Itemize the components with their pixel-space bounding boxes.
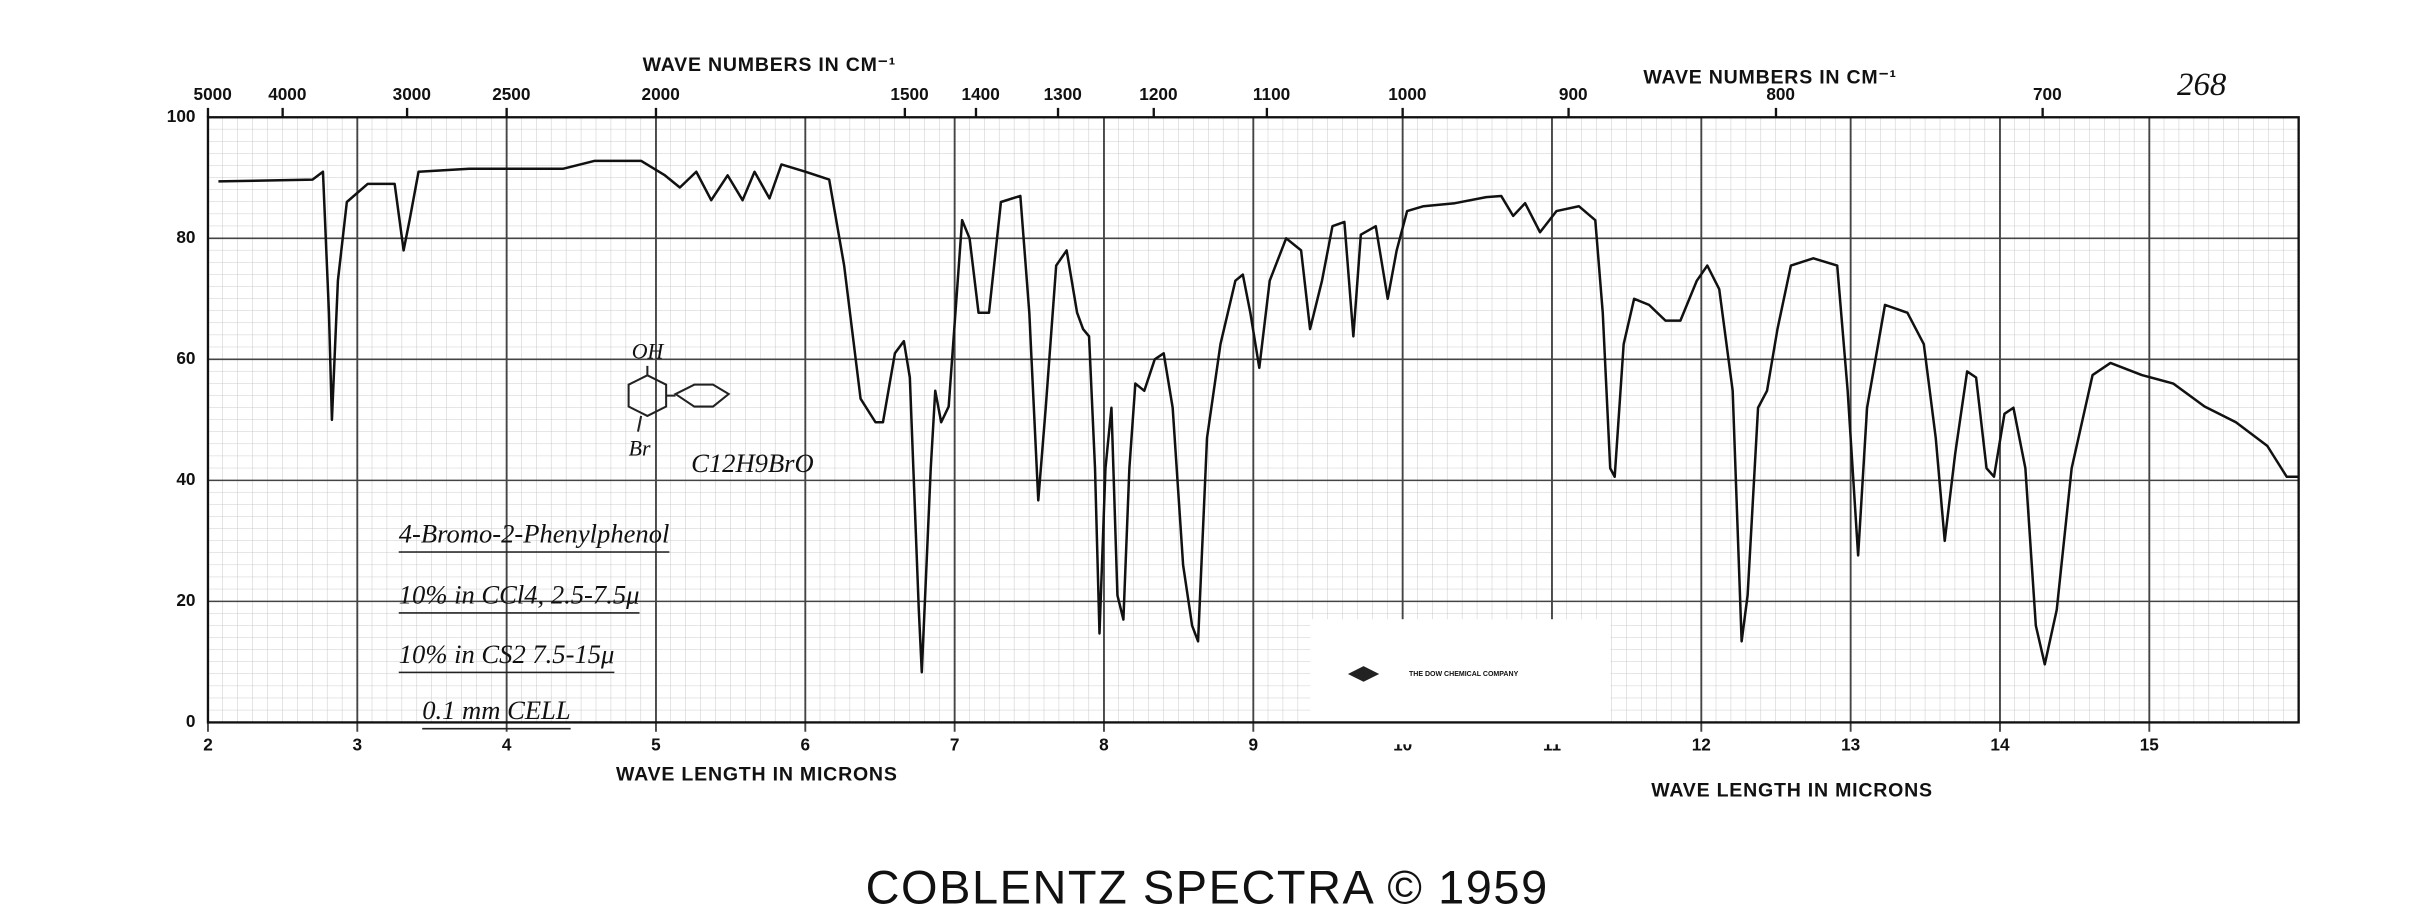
y-tick-label: 80 (176, 227, 195, 247)
x-tick-label: 13 (1841, 734, 1860, 754)
annotation: 0.1 mm CELL (422, 695, 570, 725)
structure-label: OH (632, 338, 665, 363)
x2-tick-label: 1500 (890, 84, 928, 104)
x-axis-title: WAVE LENGTH IN MICRONS (616, 764, 898, 786)
y-tick-label: 20 (176, 590, 195, 610)
page-number: 268 (2177, 67, 2227, 103)
x-tick-label: 3 (353, 734, 363, 754)
plot (218, 159, 2299, 674)
x2-axis-title: WAVE NUMBERS IN CM⁻¹ (643, 54, 896, 76)
x2-tick-label: 1200 (1139, 84, 1177, 104)
footer: COBLENTZ SPECTRA © 1959 (866, 862, 1549, 914)
x-tick-label: 9 (1249, 734, 1259, 754)
y-tick-label: 40 (176, 469, 195, 489)
annotation: 10% in CS2 7.5-15μ (399, 639, 615, 669)
annotation: 10% in CCl4, 2.5-7.5μ (399, 579, 640, 609)
x2-tick-label: 1100 (1253, 84, 1290, 104)
x-tick-label: 15 (2140, 734, 2160, 754)
y-tick-label: 60 (176, 348, 195, 368)
x2-tick-label: 3000 (393, 84, 431, 104)
company: THE DOW CHEMICAL COMPANY (1409, 671, 1519, 678)
x-tick-label: 8 (1099, 734, 1109, 754)
x2-axis-title: WAVE NUMBERS IN CM⁻¹ (1643, 66, 1896, 88)
x2-tick-label: 1000 (1388, 84, 1426, 104)
x-tick-label: 14 (1990, 734, 2010, 754)
x2-tick-label: 2500 (492, 84, 530, 104)
x2-tick-label: 900 (1559, 84, 1588, 104)
y-tick-label: 100 (167, 106, 196, 126)
x2-tick-label: 5000 (194, 84, 232, 104)
x2-tick-label: 700 (2033, 84, 2062, 104)
x2-tick-label: 800 (1766, 84, 1795, 104)
x-tick-label: 2 (203, 734, 213, 754)
structure (627, 365, 731, 432)
x2-tick-label: 1400 (962, 84, 1000, 104)
x-axis-title: WAVE LENGTH IN MICRONS (1651, 779, 1933, 801)
spectrum-line (218, 159, 2299, 674)
logo-box (1310, 619, 1611, 745)
x2-tick-label: 1300 (1044, 84, 1082, 104)
x-tick-label: 6 (801, 734, 811, 754)
x-tick-label: 5 (651, 734, 661, 754)
logo (1347, 666, 1380, 682)
x-tick-label: 7 (950, 734, 960, 754)
notes: 4-Bromo-2-Phenylphenol 10% in CCl4, 2.5-7… (399, 518, 670, 730)
formula: C12H9BrO (691, 448, 814, 478)
x2-tick-label: 2000 (642, 84, 680, 104)
y-tick-label: 0 (186, 711, 196, 731)
x-tick-label: 12 (1692, 734, 1711, 754)
x-tick-label: 4 (502, 734, 512, 754)
annotation: 4-Bromo-2-Phenylphenol (399, 518, 670, 548)
plot-frame (206, 116, 2300, 724)
structure-label: Br (629, 435, 651, 460)
x2-tick-label: 4000 (268, 84, 306, 104)
